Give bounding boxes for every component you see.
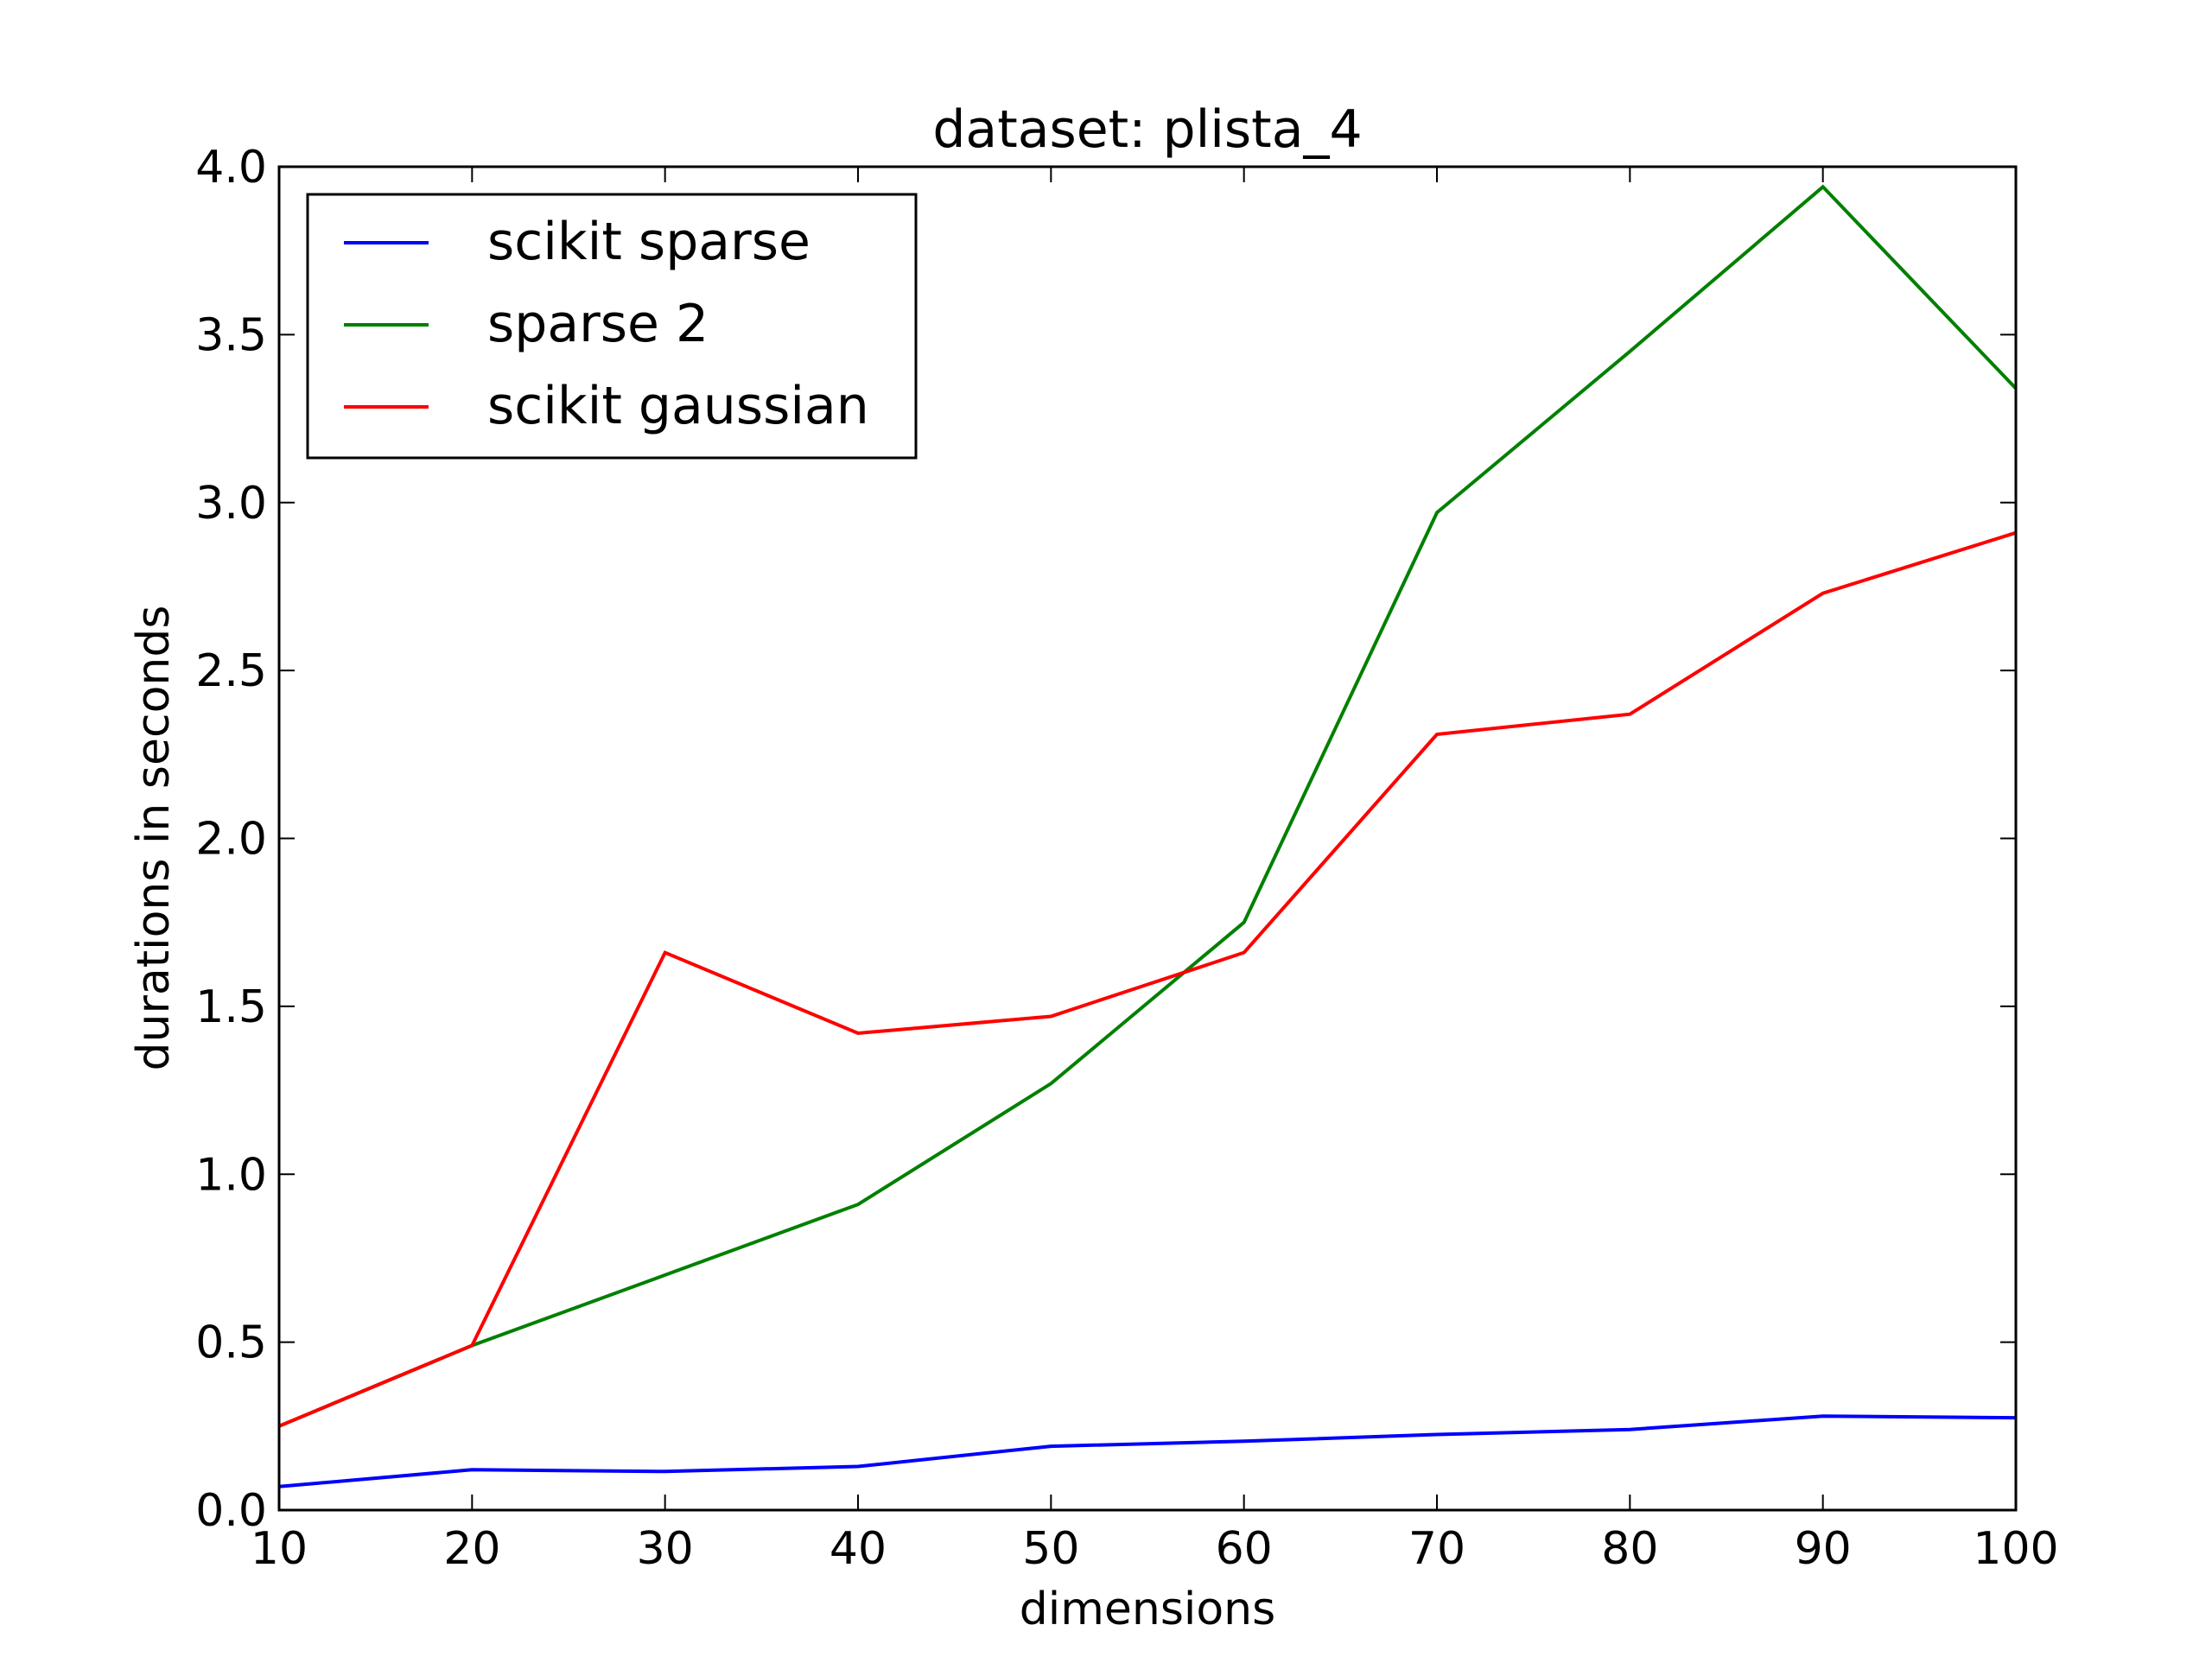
x-tick-label: 90 bbox=[1795, 1523, 1852, 1575]
y-tick-label: 2.5 bbox=[195, 645, 267, 697]
y-tick-label: 4.0 bbox=[195, 142, 267, 194]
x-tick-label: 40 bbox=[830, 1523, 887, 1575]
series-line-scikit-gaussian bbox=[278, 530, 2017, 1428]
y-tick-label: 1.0 bbox=[195, 1149, 267, 1201]
legend: scikit sparse sparse 2 scikit gaussian bbox=[306, 193, 918, 460]
y-tick-label: 1.5 bbox=[195, 981, 267, 1033]
series-line-scikit-sparse bbox=[278, 1414, 2017, 1488]
x-tick-label: 20 bbox=[443, 1523, 500, 1575]
x-tick-label: 50 bbox=[1022, 1523, 1079, 1575]
x-tick-label: 70 bbox=[1408, 1523, 1465, 1575]
series-layer bbox=[278, 184, 2018, 1488]
series-line-sparse-2 bbox=[278, 184, 2018, 1428]
y-tick-label: 3.0 bbox=[195, 478, 267, 530]
x-tick-label: 30 bbox=[637, 1523, 694, 1575]
x-tick-label: 100 bbox=[1973, 1523, 2058, 1575]
x-tick-label: 60 bbox=[1216, 1523, 1273, 1575]
y-tick-label: 0.5 bbox=[195, 1317, 267, 1369]
legend-label: scikit sparse bbox=[487, 212, 810, 272]
x-tick-label: 80 bbox=[1601, 1523, 1658, 1575]
y-tick-label: 3.5 bbox=[195, 309, 267, 361]
legend-label: scikit gaussian bbox=[487, 376, 869, 436]
x-tick-label: 10 bbox=[251, 1523, 308, 1575]
legend-label: sparse 2 bbox=[487, 294, 709, 354]
axes-layer: 10 20 30 40 50 60 70 80 90 100 0.0 0.5 1.0 1.5 2.0 2.5 3… bbox=[195, 142, 2058, 1575]
legend-box bbox=[306, 193, 918, 460]
y-tick-label: 2.0 bbox=[195, 814, 267, 866]
chart-title: dataset: plista_4 bbox=[932, 99, 1362, 160]
x-axis-label: dimensions bbox=[1020, 1584, 1275, 1635]
y-axis-label: durations in seconds bbox=[128, 606, 180, 1071]
y-tick-label: 0.0 bbox=[195, 1485, 267, 1537]
